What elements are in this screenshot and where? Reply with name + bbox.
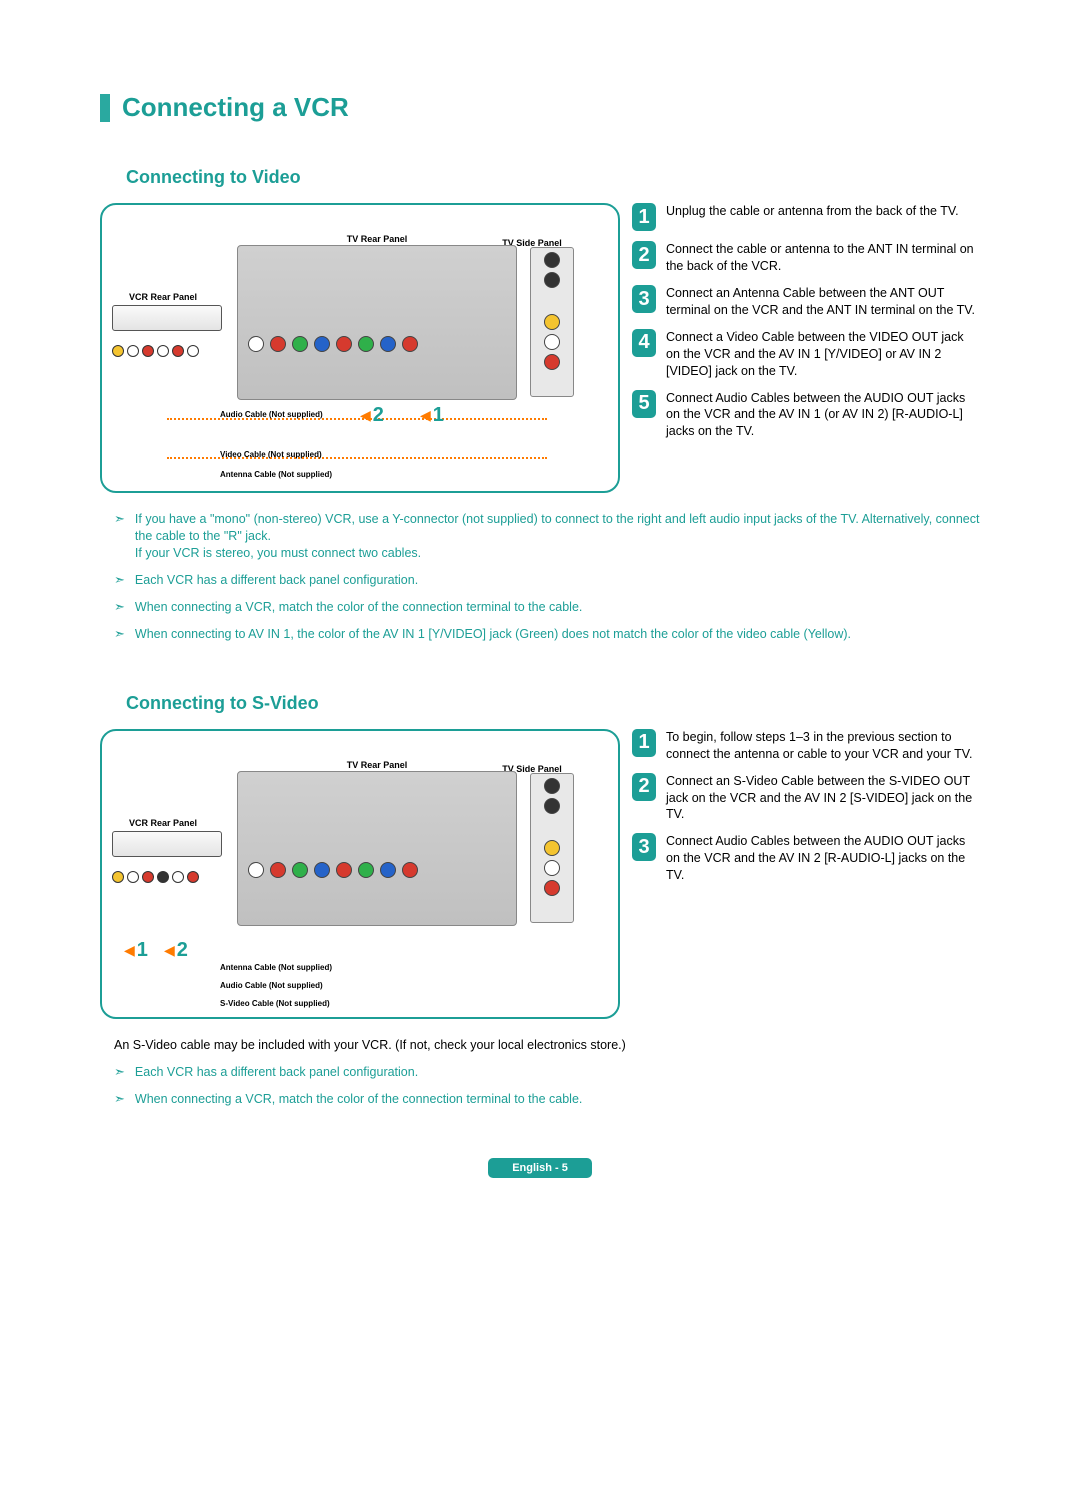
note-text: Each VCR has a different back panel conf… bbox=[135, 1064, 418, 1081]
vcr-jacks bbox=[112, 345, 199, 357]
step-num: 3 bbox=[632, 833, 656, 861]
note-text: When connecting a VCR, match the color o… bbox=[135, 599, 582, 616]
vcr-graphic bbox=[112, 305, 222, 331]
step-text: Connect an Antenna Cable between the ANT… bbox=[666, 285, 980, 319]
vcr-graphic bbox=[112, 831, 222, 857]
section1-diagram: VCR Rear Panel TV Rear Panel TV Side Pan… bbox=[100, 203, 620, 493]
section2-title: Connecting to S-Video bbox=[126, 691, 980, 715]
note-text: When connecting a VCR, match the color o… bbox=[135, 1091, 582, 1108]
section1-title: Connecting to Video bbox=[126, 165, 980, 189]
step-num: 2 bbox=[632, 773, 656, 801]
tv-rear-panel-graphic bbox=[237, 771, 517, 926]
section2-steps: 1 To begin, follow steps 1–3 in the previ… bbox=[632, 729, 980, 1019]
step-text: To begin, follow steps 1–3 in the previo… bbox=[666, 729, 980, 763]
vcr-rear-label: VCR Rear Panel bbox=[118, 291, 208, 303]
note-arrow-icon: ➣ bbox=[114, 599, 125, 615]
step-text: Connect Audio Cables between the AUDIO O… bbox=[666, 390, 980, 441]
step-num: 4 bbox=[632, 329, 656, 357]
section1-body: VCR Rear Panel TV Rear Panel TV Side Pan… bbox=[100, 203, 980, 493]
page-footer: English - 5 bbox=[100, 1158, 980, 1179]
step-text: Unplug the cable or antenna from the bac… bbox=[666, 203, 959, 220]
step-text: Connect Audio Cables between the AUDIO O… bbox=[666, 833, 980, 884]
vcr-jacks bbox=[112, 871, 199, 883]
audio-cable-label: Audio Cable (Not supplied) bbox=[220, 410, 380, 421]
step-num: 3 bbox=[632, 285, 656, 313]
tv-rear-label: TV Rear Panel bbox=[332, 759, 422, 771]
step-num: 1 bbox=[632, 729, 656, 757]
audio-cable-label: Audio Cable (Not supplied) bbox=[220, 981, 323, 992]
note-text: If you have a "mono" (non-stereo) VCR, u… bbox=[135, 511, 980, 562]
note-arrow-icon: ➣ bbox=[114, 626, 125, 642]
title-accent-mark bbox=[100, 94, 110, 122]
diagram-step-1-marker: 1 bbox=[420, 405, 440, 425]
diagram-step-1-marker: 1 bbox=[124, 941, 144, 961]
section2-diagram: VCR Rear Panel TV Rear Panel TV Side Pan… bbox=[100, 729, 620, 1019]
section2-body: VCR Rear Panel TV Rear Panel TV Side Pan… bbox=[100, 729, 980, 1019]
note-arrow-icon: ➣ bbox=[114, 1091, 125, 1107]
note-text: When connecting to AV IN 1, the color of… bbox=[135, 626, 851, 643]
page-title: Connecting a VCR bbox=[122, 90, 349, 125]
vcr-rear-label: VCR Rear Panel bbox=[118, 817, 208, 829]
tv-rear-panel-graphic bbox=[237, 245, 517, 400]
note-text: Each VCR has a different back panel conf… bbox=[135, 572, 418, 589]
step-num: 5 bbox=[632, 390, 656, 418]
page-title-row: Connecting a VCR bbox=[100, 90, 980, 125]
tv-rear-label: TV Rear Panel bbox=[332, 233, 422, 245]
page-number-pill: English - 5 bbox=[488, 1158, 592, 1179]
section1-steps: 1 Unplug the cable or antenna from the ba… bbox=[632, 203, 980, 493]
step-text: Connect the cable or antenna to the ANT … bbox=[666, 241, 980, 275]
note-arrow-icon: ➣ bbox=[114, 572, 125, 588]
step-num: 1 bbox=[632, 203, 656, 231]
section1-notes: ➣ If you have a "mono" (non-stereo) VCR, … bbox=[114, 511, 980, 642]
section2-plain-note: An S-Video cable may be included with yo… bbox=[114, 1037, 980, 1054]
video-cable-label: Video Cable (Not supplied) bbox=[220, 450, 400, 461]
diagram-step-2-marker: 2 bbox=[164, 941, 184, 961]
antenna-cable-label: Antenna Cable (Not supplied) bbox=[220, 470, 400, 481]
step-text: Connect an S-Video Cable between the S-V… bbox=[666, 773, 980, 824]
tv-side-panel-graphic bbox=[530, 247, 574, 397]
note-arrow-icon: ➣ bbox=[114, 1064, 125, 1080]
section2-notes: ➣ Each VCR has a different back panel con… bbox=[114, 1064, 980, 1108]
step-text: Connect a Video Cable between the VIDEO … bbox=[666, 329, 980, 380]
svideo-cable-label: S-Video Cable (Not supplied) bbox=[220, 999, 330, 1010]
tv-side-panel-graphic bbox=[530, 773, 574, 923]
note-arrow-icon: ➣ bbox=[114, 511, 125, 527]
step-num: 2 bbox=[632, 241, 656, 269]
antenna-cable-label: Antenna Cable (Not supplied) bbox=[220, 963, 332, 974]
